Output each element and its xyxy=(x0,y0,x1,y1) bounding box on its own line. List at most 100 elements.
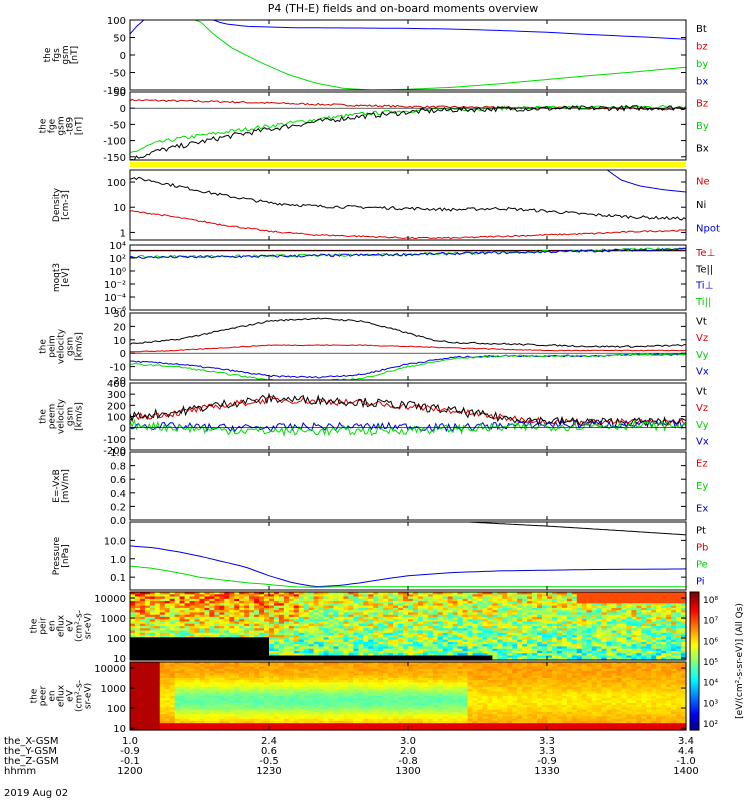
spectrogram-cell xyxy=(229,673,235,677)
spectrogram-cell xyxy=(204,650,211,654)
spectrogram-cell xyxy=(274,673,280,677)
spectrogram-cell xyxy=(676,616,682,620)
panel-frame xyxy=(129,521,687,591)
spectrogram-cell xyxy=(194,644,201,647)
spectrogram-cell xyxy=(149,637,156,641)
spectrogram-cell xyxy=(278,711,285,715)
spectrogram-cell xyxy=(224,607,230,611)
spectrogram-cell xyxy=(169,698,176,702)
spectrogram-cell xyxy=(432,607,439,611)
spectrogram-cell xyxy=(368,610,374,613)
spectrogram-cell xyxy=(249,614,255,618)
spectrogram-cell xyxy=(139,671,146,674)
spectrogram-cell xyxy=(269,612,275,616)
spectrogram-cell xyxy=(472,619,479,623)
spectrogram-cell xyxy=(512,621,518,625)
spectrogram-cell xyxy=(149,639,156,643)
spectrogram-cell xyxy=(293,607,300,611)
spectrogram-cell xyxy=(259,630,265,634)
spectrogram-cell xyxy=(447,603,454,607)
spectrogram-cell xyxy=(209,616,215,620)
spectrogram-cell xyxy=(135,677,141,681)
spectrogram-cell xyxy=(368,592,374,595)
spectrogram-cell xyxy=(274,596,280,600)
spectrogram-cell xyxy=(527,655,533,659)
spectrogram-cell xyxy=(189,594,196,598)
spectrogram-cell xyxy=(214,711,220,715)
spectrogram-cell xyxy=(239,598,245,602)
spectrogram-cell xyxy=(224,632,230,636)
spectrogram-cell xyxy=(174,605,181,609)
spectrogram-cell xyxy=(447,637,454,641)
series-Vy xyxy=(129,418,687,438)
spectrogram-cell xyxy=(661,650,667,654)
spectrogram-cell xyxy=(403,626,409,629)
spectrogram-cell xyxy=(552,614,558,618)
spectrogram-cell xyxy=(542,655,548,659)
spectrogram-cell xyxy=(130,662,136,665)
spectrogram-cell xyxy=(259,707,265,711)
spectrogram-cell xyxy=(159,646,166,650)
spectrogram-cell xyxy=(333,714,340,717)
spectrogram-cell xyxy=(149,596,156,600)
spectrogram-cell xyxy=(159,626,166,629)
spectrogram-cell xyxy=(293,621,300,625)
spectrogram-cell xyxy=(318,596,325,600)
spectrogram-cell xyxy=(214,668,220,672)
spectrogram-cell xyxy=(532,607,538,611)
spectrogram-cell xyxy=(571,650,578,654)
spectrogram-cell xyxy=(651,630,657,634)
spectrogram-cell xyxy=(437,596,444,600)
spectrogram-cell xyxy=(571,626,578,629)
spectrogram-cell xyxy=(199,716,206,720)
series-Vt xyxy=(129,317,687,348)
spectrogram-cell xyxy=(298,603,305,607)
spectrogram-cell xyxy=(388,628,394,632)
series-bz xyxy=(129,19,687,40)
spectrogram-cell xyxy=(219,596,225,600)
spectrogram-cell xyxy=(184,682,191,686)
spectrogram-cell xyxy=(174,698,181,702)
spectrogram-cell xyxy=(318,637,325,641)
spectrogram-cell xyxy=(293,592,300,595)
spectrogram-cell xyxy=(194,637,201,641)
spectrogram-cell xyxy=(130,607,136,611)
spectrogram-cell xyxy=(631,603,637,607)
spectrogram-cell xyxy=(154,698,161,702)
spectrogram-cell xyxy=(477,639,484,643)
spectrogram-cell xyxy=(393,612,399,616)
spectrogram-cell xyxy=(532,650,538,654)
spectrogram-cell xyxy=(497,614,503,618)
spectrogram-cell xyxy=(353,644,359,647)
spectrogram-cell xyxy=(139,682,146,686)
spectrogram-cell xyxy=(244,648,250,652)
spectrogram-cell xyxy=(661,628,667,632)
spectrogram-cell xyxy=(313,607,320,611)
spectrogram-cell xyxy=(135,614,141,618)
spectrogram-cell xyxy=(417,605,424,609)
spectrogram-cell xyxy=(422,632,429,636)
spectrogram-cell xyxy=(234,635,240,638)
spectrogram-cell xyxy=(189,601,196,604)
spectrogram-cell xyxy=(249,644,255,647)
spectrogram-cell xyxy=(611,621,618,625)
spectrogram-cell xyxy=(422,635,429,638)
spectrogram-cell xyxy=(154,644,161,647)
spectrogram-cell xyxy=(283,716,290,720)
spectrogram-cell xyxy=(164,673,171,677)
spectrogram-cell xyxy=(169,723,176,727)
spectrogram-cell xyxy=(641,610,647,613)
spectrogram-cell xyxy=(626,592,632,595)
spectrogram-cell xyxy=(492,650,498,654)
spectrogram-cell xyxy=(601,653,608,657)
spectrogram-cell xyxy=(333,723,340,727)
spectrogram-cell xyxy=(676,655,682,659)
spectrogram-cell xyxy=(353,626,359,629)
spectrogram-cell xyxy=(164,675,171,679)
spectrogram-cell xyxy=(249,691,255,695)
spectrogram-cell xyxy=(269,714,275,717)
spectrogram-cell xyxy=(254,653,260,657)
spectrogram-cell xyxy=(318,614,325,618)
spectrogram-cell xyxy=(472,639,479,643)
spectrogram-cell xyxy=(581,644,588,647)
